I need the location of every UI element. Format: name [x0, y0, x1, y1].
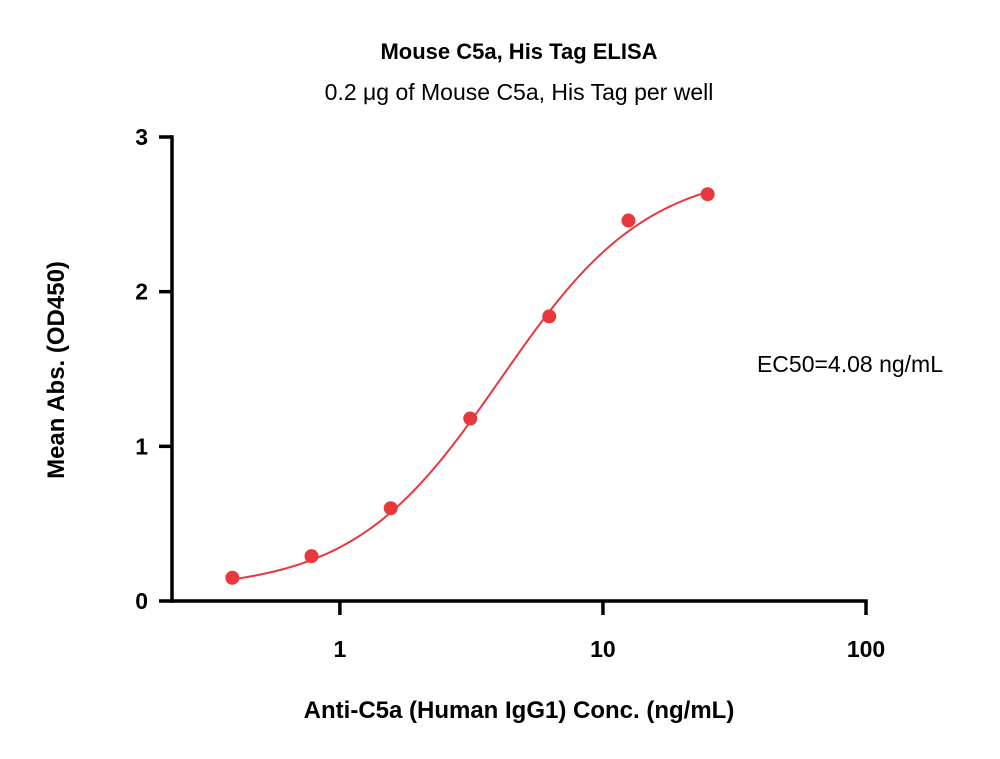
- data-point: [621, 213, 636, 228]
- chart-title: Mouse C5a, His Tag ELISA: [380, 39, 657, 64]
- y-tick-label: 2: [135, 279, 148, 305]
- data-point: [383, 501, 398, 516]
- ticks: [159, 135, 868, 615]
- y-tick-label: 1: [135, 433, 148, 459]
- x-tick-label: 100: [847, 636, 885, 662]
- data-point: [700, 187, 715, 202]
- tick-labels: 0 1 2 3 1 10 100: [135, 124, 885, 662]
- ec50-annotation: EC50=4.08 ng/mL: [757, 351, 943, 377]
- data-point: [542, 309, 557, 324]
- data-point: [304, 549, 319, 564]
- data-point: [463, 411, 478, 426]
- x-tick-label: 10: [590, 636, 616, 662]
- x-axis-label: Anti-C5a (Human IgG1) Conc. (ng/mL): [304, 697, 735, 724]
- y-axis-label: Mean Abs. (OD450): [43, 261, 70, 479]
- y-tick-label: 0: [135, 588, 148, 614]
- axes: [170, 135, 868, 603]
- chart-subtitle: 0.2 μg of Mouse C5a, His Tag per well: [325, 79, 714, 105]
- y-tick-label: 3: [135, 124, 148, 150]
- fit-curve: [232, 190, 708, 581]
- fit-layer: [232, 190, 708, 581]
- data-point: [225, 570, 240, 585]
- x-tick-label: 1: [333, 636, 346, 662]
- points-layer: [225, 187, 715, 585]
